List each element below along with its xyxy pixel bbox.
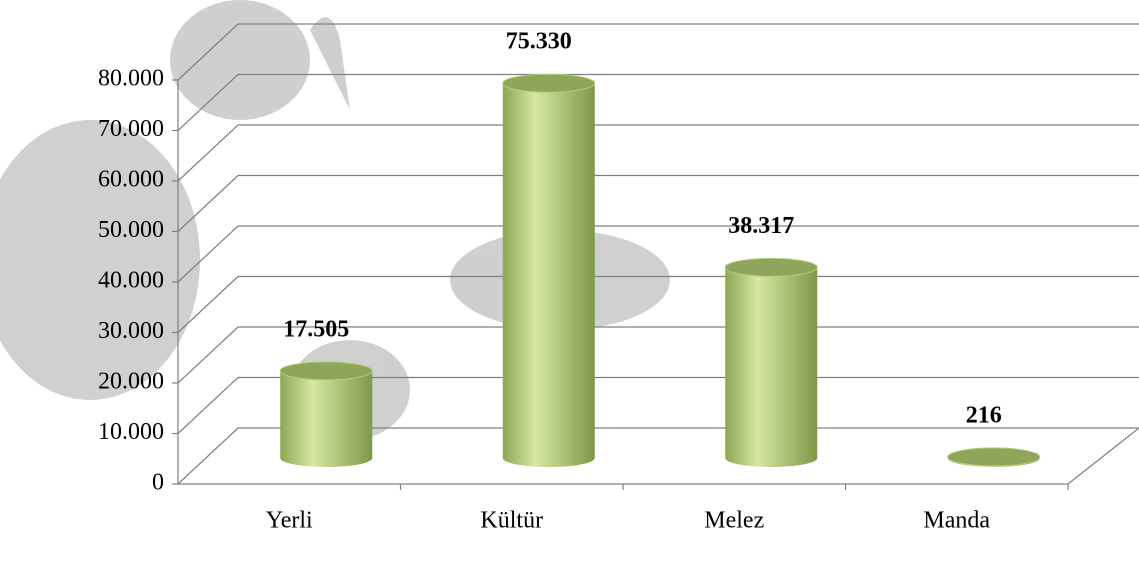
- grid-line: [177, 427, 1139, 485]
- y-tick-label: 70.000: [98, 116, 164, 142]
- cylinder-top: [279, 361, 373, 381]
- grid-line: [177, 124, 1139, 182]
- grid-line: [177, 376, 1139, 434]
- y-tick-label: 30.000: [98, 318, 164, 344]
- y-tick-label: 0: [152, 470, 164, 496]
- data-label: 17.505: [283, 316, 349, 342]
- cylinder-body: [280, 370, 373, 467]
- cylinder-top: [724, 257, 818, 277]
- y-tick-label: 50.000: [98, 217, 164, 243]
- cylinder-top: [502, 73, 596, 93]
- cylinder-body: [502, 83, 595, 468]
- grid-line: [177, 225, 1139, 283]
- y-tick-label: 20.000: [98, 369, 164, 395]
- y-tick-label: 40.000: [98, 268, 164, 294]
- data-label: 38.317: [728, 213, 794, 239]
- grid-line: [177, 73, 1139, 131]
- data-label: 216: [966, 402, 1002, 428]
- x-tick-label: Manda: [923, 508, 990, 534]
- grid-line: [177, 275, 1139, 333]
- y-tick-label: 80.000: [98, 66, 164, 92]
- y-tick-label: 60.000: [98, 167, 164, 193]
- grid-line: [177, 174, 1139, 232]
- x-tick-label: Yerli: [266, 508, 313, 534]
- x-tick-label: Kültür: [480, 508, 543, 534]
- cylinder-top: [947, 447, 1041, 467]
- x-tick-label: Melez: [704, 508, 764, 534]
- y-tick-label: 10.000: [98, 419, 164, 445]
- grid-line: [177, 326, 1139, 384]
- data-label: 75.330: [506, 29, 572, 55]
- grid-line: [177, 23, 1139, 81]
- cylinder-body: [725, 267, 818, 467]
